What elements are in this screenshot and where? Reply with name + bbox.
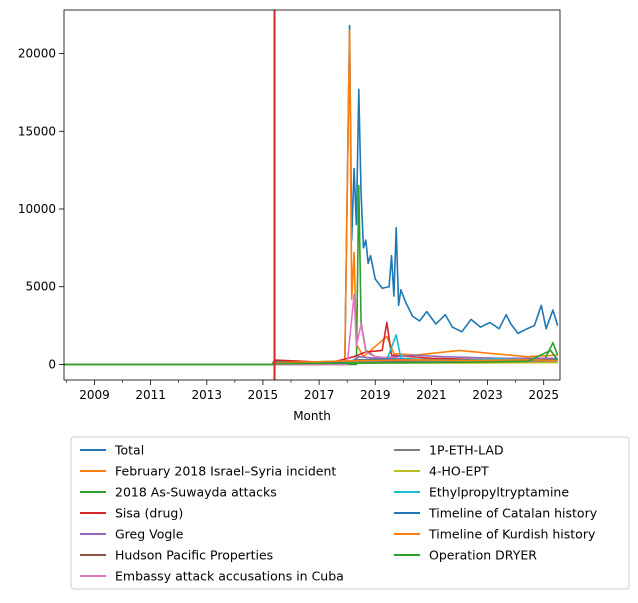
y-tick-label-3: 15000 (18, 124, 56, 138)
legend-label-10: Timeline of Catalan history (428, 506, 598, 521)
legend-label-5: Hudson Pacific Properties (115, 548, 273, 563)
x-tick-label-8: 2025 (528, 388, 559, 402)
y-tick-label-4: 20000 (18, 47, 56, 61)
legend-label-7: 1P-ETH-LAD (429, 443, 504, 458)
series-line-0 (64, 24, 559, 366)
x-tick-label-4: 2017 (304, 388, 335, 402)
legend-label-3: Sisa (drug) (115, 506, 183, 521)
x-tick-label-1: 2011 (135, 388, 166, 402)
legend-label-12: Operation DRYER (429, 548, 537, 563)
plot-background (64, 10, 560, 380)
legend-label-0: Total (114, 443, 144, 458)
legend: Total February 2018 Israel–Syria incident… (70, 436, 630, 590)
x-axis-label: Month (293, 409, 331, 423)
legend-frame (70, 436, 630, 590)
legend-label-11: Timeline of Kurdish history (428, 527, 596, 542)
legend-label-2: 2018 As-Suwayda attacks (115, 485, 277, 500)
x-tick-label-0: 2009 (79, 388, 110, 402)
x-tick-label-7: 2023 (472, 388, 503, 402)
plot-frame (63, 9, 561, 381)
x-tick-label-6: 2021 (416, 388, 447, 402)
legend-label-9: Ethylpropyltryptamine (429, 485, 569, 500)
x-axis: 2009 2011 2013 2015 2017 2019 2021 2023 2025 (66, 380, 559, 402)
x-tick-label-3: 2015 (248, 388, 279, 402)
y-axis: 0 5000 10000 15000 20000 (18, 47, 64, 371)
legend-label-8: 4-HO-EPT (429, 464, 489, 479)
legend-label-6: Embassy attack accusations in Cuba (115, 569, 344, 584)
plot-area (63, 9, 561, 381)
series-line-1 (64, 29, 558, 366)
y-tick-label-0: 0 (48, 357, 56, 371)
series-lines (64, 24, 559, 366)
x-tick-label-2: 2013 (192, 388, 223, 402)
x-tick-label-5: 2019 (360, 388, 391, 402)
legend-label-4: Greg Vogle (115, 527, 184, 542)
y-tick-label-2: 10000 (18, 202, 56, 216)
legend-label-1: February 2018 Israel–Syria incident (115, 464, 336, 479)
y-tick-label-1: 5000 (25, 280, 56, 294)
series-line-12 (64, 349, 559, 366)
